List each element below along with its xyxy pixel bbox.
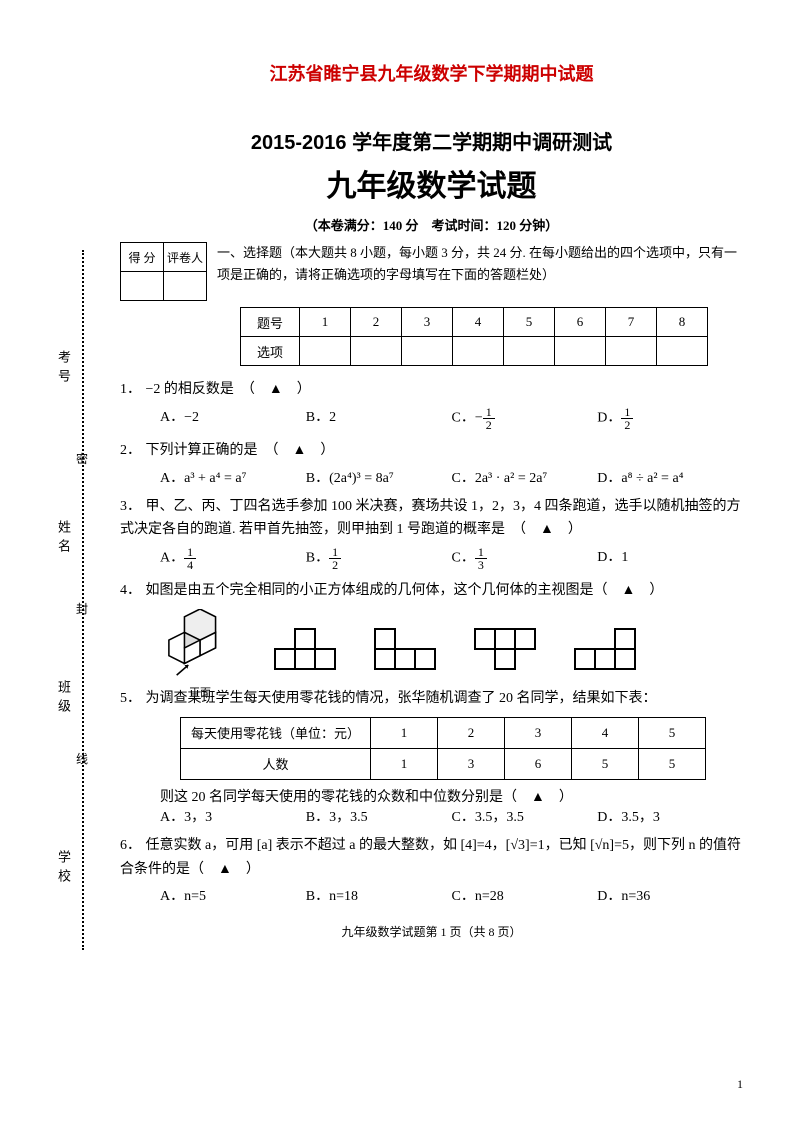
q3-B: B．12 <box>306 546 452 571</box>
exam-info: （本卷满分：140 分 考试时间：120 分钟） <box>120 215 743 234</box>
q6-A: A．n=5 <box>160 885 306 905</box>
q4-text: 如图是由五个完全相同的小正方体组成的几何体，这个几何体的主视图是（ ▲ ） <box>146 583 664 598</box>
q5-cell: 6 <box>505 748 572 779</box>
q1-text: −2 的相反数是 （ ▲ ） <box>146 382 311 397</box>
q5-D: D．3.5，3 <box>597 806 743 826</box>
answer-grid: 题号 1 2 3 4 5 6 7 8 选项 <box>240 307 708 366</box>
q2-num: 2． <box>120 439 142 463</box>
grid-cell <box>351 337 402 366</box>
grader-header: 评卷人 <box>164 243 207 272</box>
q4-figures: 正面 <box>160 609 743 679</box>
q1-D: D．12 <box>597 406 743 431</box>
year-title: 2015-2016 学年度第二学期期中调研测试 <box>120 126 743 155</box>
grid-cell <box>402 337 453 366</box>
q5-num: 5． <box>120 687 142 711</box>
q2-C: C．2a³ · a² = 2a⁷ <box>452 467 598 487</box>
grid-row-label: 选项 <box>241 337 300 366</box>
grid-col: 8 <box>657 308 708 337</box>
q5-options: A．3，3 B．3，3.5 C．3.5，3.5 D．3.5，3 <box>160 806 743 826</box>
page-footer: 九年级数学试题第 1 页（共 8 页） <box>120 923 743 940</box>
q1-options: A．−2 B．2 C．−12 D．12 <box>160 406 743 431</box>
cube-solid-icon: 正面 <box>160 609 240 679</box>
grid-col: 6 <box>555 308 606 337</box>
q3-text: 甲、乙、丙、丁四名选手参加 100 米决赛，赛场共设 1，2，3，4 四条跑道，… <box>120 499 741 538</box>
grid-col: 2 <box>351 308 402 337</box>
q5-C: C．3.5，3.5 <box>452 806 598 826</box>
grid-col: 7 <box>606 308 657 337</box>
q3-A: A．14 <box>160 546 306 571</box>
q5-cell: 2 <box>438 717 505 748</box>
grader-cell <box>164 272 207 301</box>
exam-page: 江苏省睢宁县九年级数学下学期期中试题 2015-2016 学年度第二学期期中调研… <box>0 0 793 970</box>
q5-A: A．3，3 <box>160 806 306 826</box>
grid-col: 4 <box>453 308 504 337</box>
q6-options: A．n=5 B．n=18 C．n=28 D．n=36 <box>160 885 743 905</box>
q4-option-C <box>470 624 540 679</box>
q1-C: C．−12 <box>452 406 598 431</box>
grid-col: 5 <box>504 308 555 337</box>
q5-cell: 3 <box>505 717 572 748</box>
q5-cell: 5 <box>639 748 706 779</box>
grid-cell <box>504 337 555 366</box>
q4-option-A <box>270 624 340 679</box>
front-label: 正面 <box>160 684 240 700</box>
q1-num: 1． <box>120 378 142 402</box>
q5-row2-label: 人数 <box>181 748 371 779</box>
grid-cell <box>555 337 606 366</box>
page-number: 1 <box>737 1077 743 1092</box>
grid-col: 3 <box>402 308 453 337</box>
question-2: 2． 下列计算正确的是 （ ▲ ） <box>120 439 743 463</box>
q3-options: A．14 B．12 C．13 D．1 <box>160 546 743 571</box>
q5-cell: 4 <box>572 717 639 748</box>
q5-cell: 5 <box>639 717 706 748</box>
q6-D: D．n=36 <box>597 885 743 905</box>
question-4: 4． 如图是由五个完全相同的小正方体组成的几何体，这个几何体的主视图是（ ▲ ） <box>120 579 743 603</box>
q3-D: D．1 <box>597 546 743 571</box>
main-title: 九年级数学试题 <box>120 161 743 205</box>
q4-num: 4． <box>120 579 142 603</box>
grid-cell <box>300 337 351 366</box>
q3-num: 3． <box>120 495 142 519</box>
q2-D: D．a⁸ ÷ a² = a⁴ <box>597 467 743 487</box>
q2-options: A．a³ + a⁴ = a⁷ B．(2a⁴)³ = 8a⁷ C．2a³ · a²… <box>160 467 743 487</box>
q3-C: C．13 <box>452 546 598 571</box>
grid-col: 1 <box>300 308 351 337</box>
grid-cell <box>606 337 657 366</box>
q5-tail: 则这 20 名同学每天使用的零花钱的众数和中位数分别是（ ▲ ） <box>160 786 743 806</box>
document-title: 江苏省睢宁县九年级数学下学期期中试题 <box>120 60 743 86</box>
grid-cell <box>453 337 504 366</box>
q5-row1-label: 每天使用零花钱（单位：元） <box>181 717 371 748</box>
q5-cell: 1 <box>371 748 438 779</box>
q5-B: B．3，3.5 <box>306 806 452 826</box>
q5-cell: 3 <box>438 748 505 779</box>
q5-table: 每天使用零花钱（单位：元） 1 2 3 4 5 人数 1 3 6 5 5 <box>180 717 706 780</box>
score-table: 得 分 评卷人 <box>120 242 207 301</box>
question-1: 1． −2 的相反数是 （ ▲ ） <box>120 378 743 402</box>
q6-text: 任意实数 a，可用 [a] 表示不超过 a 的最大整数，如 [4]=4，[√3]… <box>120 838 741 877</box>
score-header: 得 分 <box>121 243 164 272</box>
q1-A: A．−2 <box>160 406 306 431</box>
q4-option-B <box>370 624 440 679</box>
q4-option-D <box>570 624 640 679</box>
section1-intro: 一、选择题（本大题共 8 小题，每小题 3 分，共 24 分. 在每小题给出的四… <box>217 242 743 286</box>
q6-B: B．n=18 <box>306 885 452 905</box>
q6-C: C．n=28 <box>452 885 598 905</box>
q2-text: 下列计算正确的是 （ ▲ ） <box>146 443 335 458</box>
grid-row-label: 题号 <box>241 308 300 337</box>
q2-A: A．a³ + a⁴ = a⁷ <box>160 467 306 487</box>
q2-B: B．(2a⁴)³ = 8a⁷ <box>306 467 452 487</box>
grid-cell <box>657 337 708 366</box>
q5-cell: 1 <box>371 717 438 748</box>
q1-B: B．2 <box>306 406 452 431</box>
score-cell <box>121 272 164 301</box>
q6-num: 6． <box>120 834 142 858</box>
question-3: 3． 甲、乙、丙、丁四名选手参加 100 米决赛，赛场共设 1，2，3，4 四条… <box>120 495 743 543</box>
question-6: 6． 任意实数 a，可用 [a] 表示不超过 a 的最大整数，如 [4]=4，[… <box>120 834 743 882</box>
q5-cell: 5 <box>572 748 639 779</box>
